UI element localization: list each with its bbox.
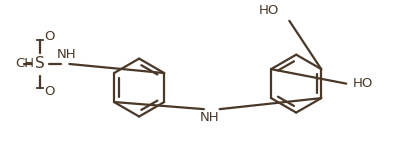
Text: NH: NH: [200, 111, 219, 124]
Text: HO: HO: [259, 4, 280, 17]
Text: NH: NH: [57, 48, 76, 61]
Text: O: O: [44, 85, 54, 98]
Text: HO: HO: [353, 77, 373, 90]
Text: S: S: [35, 56, 45, 71]
Text: O: O: [44, 30, 54, 43]
Text: CH₃: CH₃: [16, 58, 40, 71]
